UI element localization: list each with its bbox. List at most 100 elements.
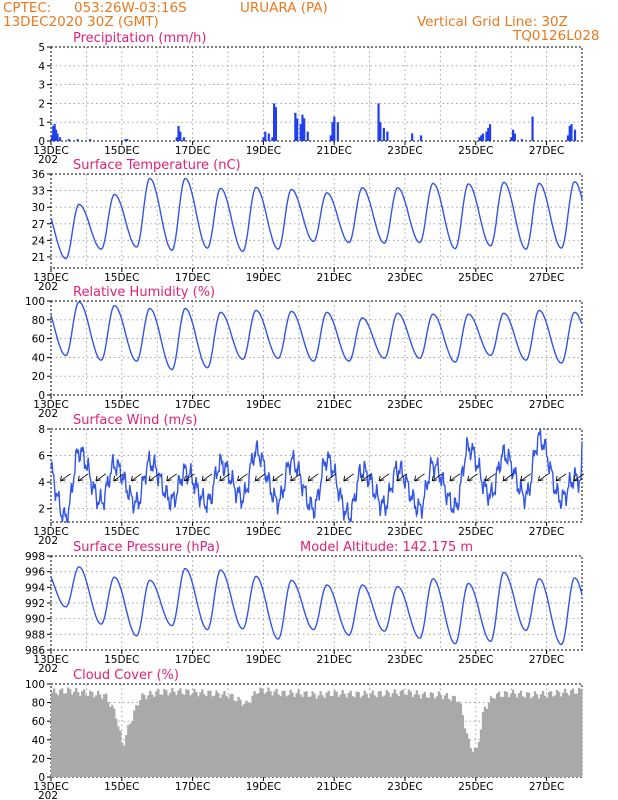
cloud-bar [163, 689, 166, 777]
cloud-bar [563, 688, 567, 777]
cloud-bar [67, 687, 70, 777]
cloud-bar [337, 696, 340, 777]
x-tick-label: 25DEC [458, 526, 493, 538]
cloud-bar [393, 689, 396, 777]
y-tick-label: 80 [32, 698, 45, 710]
cloud-bar [63, 693, 66, 777]
cloud-bar [559, 696, 563, 777]
cloud-bar [125, 735, 128, 777]
cloud-bar [357, 691, 360, 777]
cloud-bar [325, 692, 328, 777]
cloud-bar [311, 691, 314, 777]
cloud-bar [265, 691, 268, 777]
precip-bar [177, 125, 180, 141]
cloud-bar [279, 696, 282, 777]
cloud-bar [411, 696, 414, 777]
cloud-bar [451, 695, 455, 777]
cloud-bar [161, 694, 164, 777]
cloud-bar [327, 690, 330, 777]
cloud-bar [367, 697, 370, 777]
cloud-bar [541, 690, 545, 777]
wind-arrow [95, 473, 107, 482]
wind-arrow-head [502, 475, 509, 482]
cloud-bar [181, 693, 184, 777]
precip-bar [481, 133, 485, 141]
cloud-bar [467, 738, 471, 777]
precip-bar [329, 135, 332, 141]
wind-arrow-head [201, 475, 208, 482]
precip-bar [124, 139, 127, 141]
x-tick-label: 19DEC [246, 654, 281, 666]
cloud-bar [385, 689, 388, 777]
precip-bar [53, 124, 56, 141]
precip-bar [299, 124, 302, 141]
y-tick-label: 36 [32, 169, 46, 181]
x-tick-label: 27DEC [529, 272, 564, 284]
cloud-bar [381, 696, 384, 777]
cloud-bar [77, 692, 80, 777]
x-tick-label: 19DEC [246, 526, 281, 538]
cloud-bar [53, 688, 56, 777]
cloud-bar [447, 698, 451, 777]
wind-arrow [148, 473, 160, 482]
cloud-bar [457, 701, 461, 777]
cloud-bar [221, 694, 224, 777]
cloud-bar [213, 695, 216, 777]
wind-arrow-head [95, 475, 102, 482]
cloud-bar [105, 693, 108, 777]
y-tick-label: 8 [38, 424, 45, 436]
cloud-bar [109, 706, 112, 777]
cloud-bar [569, 690, 573, 777]
cloud-bar [51, 692, 54, 777]
panel-title: Surface Pressure (hPa) [73, 540, 220, 555]
cloud-bar [489, 696, 493, 777]
cloud-bar [379, 691, 382, 777]
wind-arrow [113, 473, 124, 482]
x-tick-label: 21DEC [316, 145, 351, 157]
precip-bar [566, 135, 570, 141]
x-tick-label: 15DEC [104, 145, 139, 157]
x-tick-label: 13DEC [33, 526, 68, 538]
cloud-bar [455, 702, 459, 777]
cloud-bar [315, 698, 318, 777]
cloud-bar [365, 693, 368, 777]
cloud-bar [83, 689, 86, 777]
cloud-bar [549, 691, 553, 777]
x-tick-label: 21DEC [316, 272, 351, 284]
x-tick-label: 15DEC [104, 399, 139, 411]
y-tick-label: 992 [25, 598, 45, 610]
cloud-bar [261, 688, 264, 777]
wind-arrow-head [414, 475, 420, 482]
cloud-bar [269, 691, 272, 777]
cloud-bar [377, 691, 380, 777]
header-grid-note: Vertical Grid Line: 30Z [417, 14, 568, 30]
cloud-bar [373, 695, 376, 777]
cloud-bar [259, 687, 262, 777]
cloud-bar [433, 698, 437, 777]
x-tick-label: 17DEC [175, 526, 210, 538]
cloud-bar [343, 693, 346, 777]
panel-annotation: Model Altitude: 142.175 m [300, 540, 473, 555]
y-tick-label: 988 [25, 629, 45, 641]
cloud-bar [519, 690, 523, 777]
cloud-bar [399, 690, 402, 777]
x-sub-label: 202 [38, 790, 58, 800]
cloud-bar [521, 696, 525, 777]
y-tick-label: 0 [38, 136, 45, 148]
cloud-bar [371, 690, 374, 777]
cloud-bar [453, 696, 457, 777]
wind-arrow [60, 473, 71, 482]
cloud-bar [93, 697, 96, 777]
wind-arrow [485, 473, 496, 482]
cloud-bar [361, 695, 364, 777]
cloud-bar [487, 703, 491, 777]
x-tick-label: 21DEC [316, 654, 351, 666]
x-tick-label: 27DEC [529, 654, 564, 666]
cloud-bar [87, 696, 90, 777]
cloud-bar [201, 689, 204, 777]
wind-arrow-head [343, 475, 349, 482]
cloud-bar [505, 692, 509, 777]
wind-arrow-head [537, 475, 544, 482]
cloud-bar [293, 697, 296, 777]
cloud-bar [283, 690, 286, 777]
